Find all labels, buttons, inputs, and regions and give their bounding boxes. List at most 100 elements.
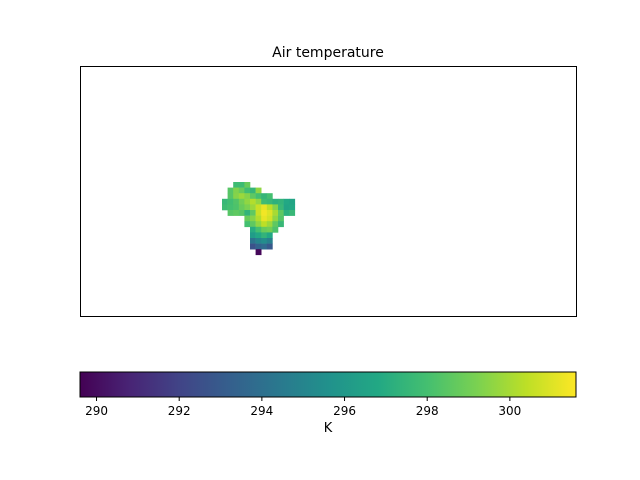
temperature-cell: [266, 198, 273, 205]
colorbar-gradient: [79, 371, 577, 398]
temperature-cell: [233, 204, 240, 211]
temperature-cell: [255, 204, 262, 211]
temperature-cell: [255, 215, 262, 222]
temperature-cell: [227, 198, 234, 205]
temperature-cell: [278, 210, 284, 216]
temperature-cell: [250, 232, 256, 239]
temperature-cell: [255, 210, 262, 216]
temperature-cell: [250, 193, 256, 200]
temperature-cell: [233, 187, 240, 194]
temperature-cell: [244, 204, 251, 211]
temperature-cell: [255, 238, 262, 244]
temperature-cell: [261, 232, 268, 239]
colorbar-tick-label: 292: [168, 404, 191, 418]
temperature-cell: [261, 204, 268, 211]
colorbar-tick-label: 300: [498, 404, 521, 418]
temperature-cell: [238, 187, 245, 194]
temperature-cell: [255, 193, 262, 200]
temperature-cell: [233, 198, 240, 205]
temperature-cell: [238, 210, 245, 216]
temperature-cell: [266, 232, 273, 239]
temperature-cell: [266, 226, 273, 233]
temperature-cell: [272, 210, 279, 216]
temperature-cell: [261, 221, 268, 228]
colorbar-tick-label: 290: [85, 404, 108, 418]
temperature-cells: [222, 182, 296, 256]
temperature-cell: [222, 204, 228, 211]
temperature-cell: [244, 187, 251, 194]
colorbar-tick-label: 294: [250, 404, 273, 418]
temperature-cell: [244, 221, 251, 228]
temperature-cell: [278, 204, 284, 211]
temperature-cell: [250, 243, 256, 250]
temperature-cell: [244, 215, 251, 222]
temperature-cell: [266, 193, 273, 200]
temperature-cell: [272, 198, 279, 205]
temperature-cell: [266, 243, 273, 250]
temperature-cell: [272, 215, 279, 222]
temperature-cell: [289, 204, 296, 211]
temperature-cell: [238, 204, 245, 211]
colorbar: 290 292 294 296 298 300: [79, 371, 577, 418]
temperature-cell: [261, 210, 268, 216]
colorbar-tick-label: 296: [333, 404, 356, 418]
temperature-cell: [266, 238, 273, 244]
temperature-cell: [238, 182, 245, 188]
temperature-cell: [250, 215, 256, 222]
temperature-cell: [255, 232, 262, 239]
temperature-cell: [283, 210, 290, 216]
temperature-cell: [272, 226, 279, 233]
temperature-cell: [244, 198, 251, 205]
temperature-cell: [278, 221, 284, 228]
temperature-cell: [266, 210, 273, 216]
temperature-cell: [233, 193, 240, 200]
temperature-cell: [233, 210, 240, 216]
temperature-cell: [238, 193, 245, 200]
temperature-cell: [266, 204, 273, 211]
colorbar-tick-label: 298: [416, 404, 439, 418]
temperature-cell: [244, 193, 251, 200]
temperature-cell: [272, 204, 279, 211]
temperature-cell: [278, 198, 284, 205]
temperature-cell: [261, 198, 268, 205]
temperature-cell: [289, 210, 296, 216]
temperature-cell: [233, 182, 240, 188]
chart-title: Air temperature: [272, 45, 384, 61]
temperature-cell: [255, 187, 262, 194]
temperature-cell: [227, 210, 234, 216]
temperature-cell: [255, 221, 262, 228]
temperature-cell: [255, 249, 262, 256]
temperature-cell: [261, 226, 268, 233]
temperature-cell: [238, 198, 245, 205]
temperature-cell: [283, 198, 290, 205]
temperature-cell: [250, 238, 256, 244]
temperature-cell: [250, 187, 256, 194]
temperature-cell: [227, 204, 234, 211]
temperature-cell: [227, 187, 234, 194]
temperature-cell: [261, 193, 268, 200]
temperature-cell: [222, 198, 228, 205]
temperature-cell: [244, 210, 251, 216]
temperature-cell: [250, 221, 256, 228]
temperature-cell: [227, 193, 234, 200]
temperature-cell: [278, 215, 284, 222]
temperature-cell: [250, 198, 256, 205]
map-frame: [80, 66, 577, 317]
temperature-cell: [289, 198, 296, 205]
temperature-cell: [272, 221, 279, 228]
temperature-cell: [266, 215, 273, 222]
temperature-cell: [255, 226, 262, 233]
colorbar-label: K: [324, 421, 333, 436]
temperature-cell: [261, 243, 268, 250]
temperature-cell: [266, 221, 273, 228]
temperature-cell: [250, 204, 256, 211]
temperature-cell: [261, 238, 268, 244]
map-plot-area: [222, 182, 296, 256]
temperature-cell: [255, 243, 262, 250]
temperature-cell: [255, 198, 262, 205]
temperature-cell: [250, 210, 256, 216]
temperature-cell: [250, 226, 256, 233]
temperature-cell: [261, 215, 268, 222]
temperature-cell: [283, 204, 290, 211]
